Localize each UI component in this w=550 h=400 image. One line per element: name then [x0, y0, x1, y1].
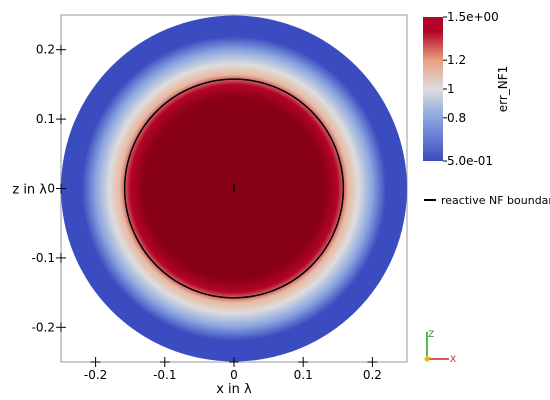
legend: reactive NF boundary	[424, 194, 550, 207]
colorbar-tick-label: 1	[447, 82, 455, 96]
colorbar: 1.5e+00 1.2 1 0.8 5.0e-01 err_NF1	[423, 10, 510, 168]
y-tick-label: -0.2	[32, 320, 55, 334]
colorbar-ticks: 1.5e+00 1.2 1 0.8 5.0e-01	[443, 10, 499, 168]
x-tick-label: 0.2	[363, 368, 382, 382]
y-tick-label: 0.2	[36, 43, 55, 57]
x-tick-label: 0.1	[294, 368, 313, 382]
colorbar-tick-label: 1.5e+00	[447, 10, 499, 24]
orientation-x-label: X	[450, 355, 456, 365]
x-tick-label: -0.2	[84, 368, 107, 382]
colorbar-scale	[423, 17, 443, 161]
x-tick-label: -0.1	[153, 368, 176, 382]
x-tick-label: 0	[230, 368, 238, 382]
y-axis-label: z in λ	[12, 183, 47, 198]
y-tick-label: -0.1	[32, 251, 55, 265]
legend-label-boundary: reactive NF boundary	[441, 194, 550, 207]
orientation-y-axis	[424, 356, 430, 362]
plot-area: -0.2 -0.1 0 0.1 0.2 0.2 0.1 0 -0.1 -0.2 x in λ z…	[12, 14, 408, 397]
colorbar-tick-label: 5.0e-01	[447, 154, 493, 168]
colorbar-tick-label: 0.8	[447, 111, 466, 125]
reactive-nf-boundary-circle	[123, 78, 345, 299]
x-axis-label: x in λ	[216, 382, 252, 397]
orientation-y-label: Y	[425, 355, 431, 364]
y-tick-label: 0	[47, 182, 55, 196]
colorbar-tick-label: 1.2	[447, 53, 466, 67]
y-tick-label: 0.1	[36, 112, 55, 126]
x-axis-ticks: -0.2 -0.1 0 0.1 0.2	[84, 357, 382, 382]
colorbar-title: err_NF1	[496, 66, 510, 113]
y-axis-ticks: 0.2 0.1 0 -0.1 -0.2	[32, 43, 66, 334]
orientation-axes-widget: Z Y X	[424, 330, 456, 365]
orientation-z-label: Z	[428, 330, 434, 340]
